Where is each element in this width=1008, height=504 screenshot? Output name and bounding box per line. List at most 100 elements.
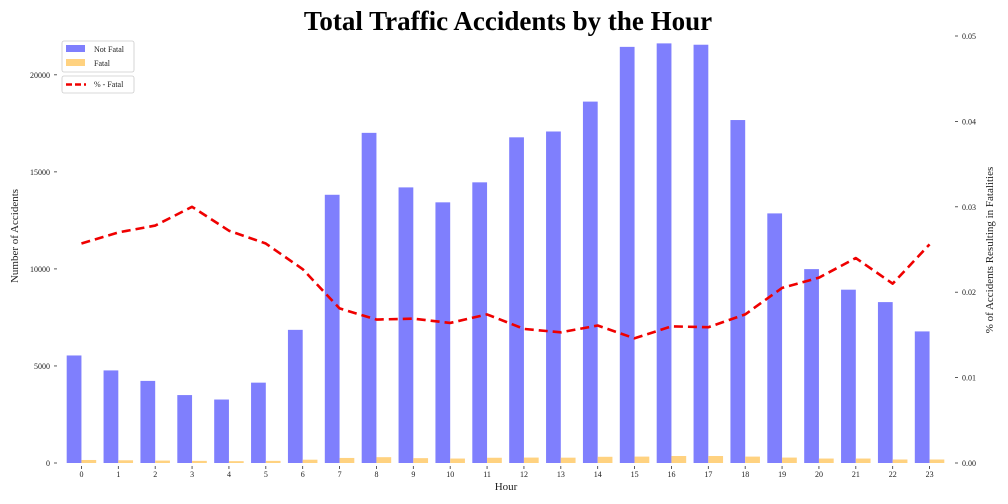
bar-not-fatal-13 [546,131,561,464]
bar-not-fatal-16 [656,43,672,463]
y-tick-label: 15000 [30,168,50,177]
x-tick-label: 12 [520,470,528,479]
bar-not-fatal-5 [251,382,266,463]
y2-tick-label: 0.00 [962,459,976,468]
x-tick-label: 20 [815,470,823,479]
bar-not-fatal-6 [287,329,303,463]
y-tick-label: 20000 [30,71,50,80]
x-tick-label: 8 [374,470,378,479]
legend-line: % - Fatal [61,75,135,94]
left-axis-ticks: 0 5000 10000 15000 20000 [30,71,57,468]
bar-not-fatal-10 [435,202,451,463]
bar-fatal-18 [745,456,760,463]
bar-not-fatal-0 [66,355,82,463]
x-tick-label: 3 [190,470,194,479]
bar-fatal-14 [597,456,613,463]
bar-not-fatal-17 [693,44,709,463]
bar-fatal-15 [634,456,650,463]
legend-label-not-fatal: Not Fatal [94,45,125,54]
x-tick-label: 23 [926,470,934,479]
bar-fatal-11 [487,457,502,463]
bar-not-fatal-21 [841,289,856,463]
legend-line-frame [61,75,135,94]
bar-fatal-2 [155,460,170,463]
x-tick-label: 11 [483,470,491,479]
bar-fatal-23 [929,459,945,463]
x-tick-label: 21 [852,470,860,479]
y2-tick-label: 0.03 [962,203,976,212]
x-tick-label: 2 [153,470,157,479]
bar-fatal-21 [855,458,871,463]
bar-not-fatal-22 [877,302,893,463]
x-tick-label: 5 [264,470,268,479]
x-tick-label: 13 [557,470,565,479]
legend-label-fatal-pct: % - Fatal [94,80,124,89]
bar-fatal-13 [560,457,576,463]
bar-not-fatal-11 [472,182,488,463]
bar-fatal-0 [81,459,97,463]
bar-fatal-12 [523,457,539,463]
x-tick-label: 1 [116,470,120,479]
y2-tick-label: 0.02 [962,288,976,297]
bar-fatal-17 [708,456,724,463]
fatal-pct-line-layer [81,205,931,340]
legend-swatch-not-fatal [66,45,85,52]
bar-fatal-4 [228,461,244,463]
bar-not-fatal-3 [177,395,193,463]
legend-swatch-fatal [66,59,85,66]
bar-not-fatal-7 [324,194,340,463]
bar-fatal-7 [339,457,355,463]
bar-not-fatal-4 [214,399,229,463]
x-tick-label: 16 [667,470,675,479]
bar-fatal-8 [376,457,392,463]
bar-fatal-6 [302,459,318,463]
bar-fatal-10 [450,458,465,463]
x-tick-label: 6 [301,470,305,479]
y2-tick-label: 0.04 [962,117,976,126]
y-tick-label: 10000 [30,265,50,274]
y2-tick-label: 0.01 [962,374,976,383]
legend-label-fatal: Fatal [94,59,111,68]
x-tick-label: 9 [411,470,415,479]
x-tick-label: 22 [889,470,897,479]
bar-fatal-5 [265,460,281,463]
bar-not-fatal-14 [582,101,598,463]
bar-not-fatal-1 [103,370,119,463]
x-tick-label: 15 [631,470,639,479]
bar-not-fatal-18 [730,120,746,463]
bar-fatal-9 [413,458,429,463]
right-axis-ticks: 0.00 0.01 0.02 0.03 0.04 0.05 [955,32,976,468]
bar-fatal-20 [818,458,834,463]
x-tick-label: 17 [704,470,712,479]
bar-not-fatal-2 [140,380,156,463]
x-axis-ticks: 0 1 2 3 4 5 6 7 8 9 10 11 12 13 14 15 16 17 18 19 20 21 22 23 [79,466,934,479]
y2-axis-label: % of Accidents Resulting in Fatalities [984,167,996,334]
bars-layer [66,43,945,464]
bar-not-fatal-19 [767,213,783,463]
x-tick-label: 18 [741,470,749,479]
chart-title: Total Traffic Accidents by the Hour [304,6,712,36]
x-tick-label: 7 [338,470,342,479]
y-tick-label: 0 [46,459,50,468]
bar-fatal-19 [782,457,797,463]
bar-not-fatal-15 [619,46,635,464]
series-line-fatal-pct [81,205,931,340]
legend-bars: Not Fatal Fatal [61,40,135,73]
bar-not-fatal-20 [804,269,819,463]
x-tick-label: 19 [778,470,786,479]
x-tick-label: 14 [594,470,602,479]
bar-fatal-16 [671,456,687,463]
x-tick-label: 10 [446,470,454,479]
y-axis-label: Number of Accidents [9,189,21,283]
x-tick-label: 0 [79,470,83,479]
bar-not-fatal-9 [398,187,414,463]
bar-not-fatal-23 [914,331,930,463]
bar-not-fatal-12 [509,137,524,463]
y-tick-label: 5000 [34,362,50,371]
bar-fatal-3 [192,460,207,463]
y2-tick-label: 0.05 [962,32,976,41]
bar-fatal-22 [892,459,908,463]
x-tick-label: 4 [227,470,231,479]
bar-not-fatal-8 [361,132,377,463]
